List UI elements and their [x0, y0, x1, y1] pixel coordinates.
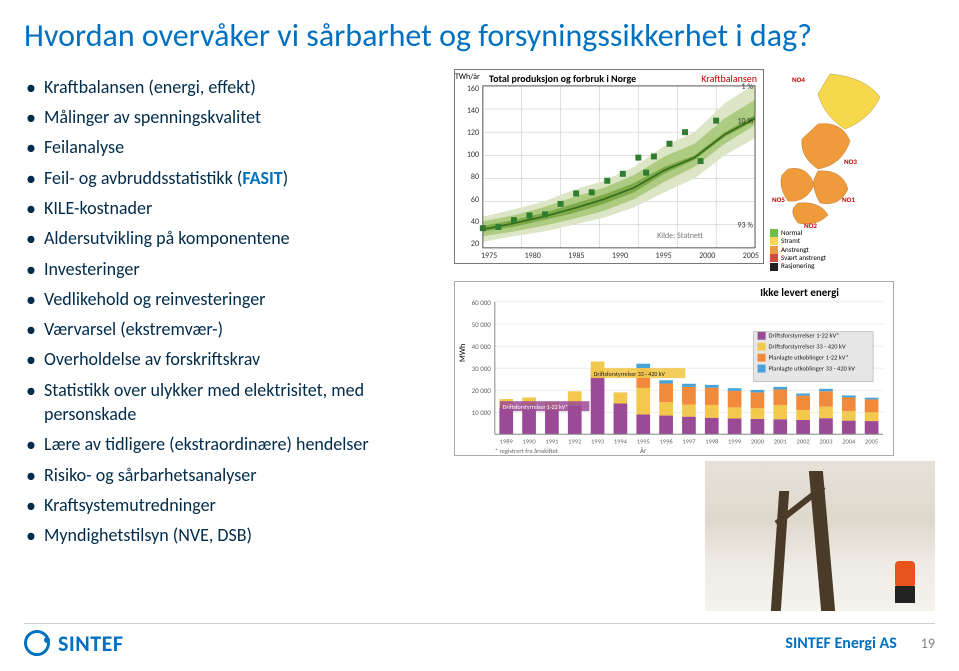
- bullet-item: KILE-kostnader: [24, 196, 454, 220]
- bullet-item: Værvarsel (ekstremvær-): [24, 317, 454, 341]
- svg-text:Driftsforstyrrelser 33 - 420 k: Driftsforstyrrelser 33 - 420 kV: [769, 342, 846, 350]
- svg-text:1997: 1997: [682, 437, 696, 445]
- map-legend: NormalStramtAnstrengtSvært anstrengtRasj…: [770, 229, 894, 271]
- svg-text:Driftsforstyrrelser 33 - 420 k: Driftsforstyrrelser 33 - 420 kV: [594, 370, 666, 378]
- svg-text:Driftsforstyrrelser 1-22 kV*: Driftsforstyrrelser 1-22 kV*: [769, 331, 840, 339]
- map-region-label: NO3: [844, 157, 857, 166]
- norway-map-block: NO4 NO3 NO5 NO1 NO2 NormalStramtAnstrengtSvæ…: [770, 69, 894, 271]
- bullet-item: Myndighetstilsyn (NVE, DSB): [24, 523, 454, 547]
- svg-text:20 000: 20 000: [472, 386, 492, 395]
- svg-text:93 %: 93 %: [738, 220, 754, 230]
- map-region-label: NO5: [772, 195, 785, 204]
- bullet-item: Aldersutvikling på komponentene: [24, 226, 454, 250]
- svg-text:50 000: 50 000: [472, 320, 492, 329]
- bullet-item: Overholdelse av forskriftskrav: [24, 347, 454, 371]
- person-icon: [895, 561, 915, 603]
- svg-text:2000: 2000: [751, 437, 765, 445]
- svg-text:1994: 1994: [614, 437, 628, 445]
- svg-text:10 000: 10 000: [472, 408, 492, 417]
- sintef-logo: SINTEF: [24, 630, 123, 657]
- chart1-svg: 1 % 10 % 93 %: [455, 70, 763, 264]
- svg-text:* registrert fra årsskiftet: * registrert fra årsskiftet: [495, 447, 559, 455]
- svg-text:2005: 2005: [865, 437, 878, 445]
- svg-text:Planlagte utkoblinger 33 - 420: Planlagte utkoblinger 33 - 420 kV: [769, 364, 856, 372]
- svg-text:10 %: 10 %: [738, 116, 754, 126]
- logo-ring-icon: [24, 630, 50, 656]
- bullet-item: Statistikk over ulykker med elektrisitet…: [24, 378, 454, 427]
- svg-text:1999: 1999: [728, 437, 742, 445]
- svg-text:1998: 1998: [705, 437, 719, 445]
- svg-text:1991: 1991: [545, 437, 558, 445]
- bullet-item: Investeringer: [24, 257, 454, 281]
- slide-title: Hvordan overvåker vi sårbarhet og forsyn…: [0, 0, 959, 61]
- ile-chart: Ikke levert energi MWh 10 00020 00030 00…: [454, 281, 894, 456]
- bullet-item: Målinger av spenningskvalitet: [24, 105, 454, 129]
- svg-text:60 000: 60 000: [472, 298, 492, 307]
- map-region-label: NO2: [804, 221, 817, 230]
- svg-text:1995: 1995: [637, 437, 650, 445]
- bullet-list: Kraftbalansen (energi, effekt) Målinger a…: [24, 69, 454, 554]
- svg-text:1989: 1989: [500, 437, 514, 445]
- logo-text: SINTEF: [58, 630, 123, 657]
- map-region-label: NO4: [792, 75, 805, 84]
- map-region-label: NO1: [842, 195, 855, 204]
- svg-text:2001: 2001: [774, 437, 787, 445]
- chart1-source: Kilde: Statnett: [657, 231, 703, 241]
- svg-text:År: År: [640, 446, 647, 455]
- svg-text:40 000: 40 000: [472, 342, 492, 351]
- chart2-svg: 10 000 20 000 30 000 40 000 50 000 60 000 1989…: [455, 282, 893, 456]
- bullet-item: Kraftsystemutredninger: [24, 493, 454, 517]
- bullet-item: Vedlikehold og reinvesteringer: [24, 287, 454, 311]
- svg-text:2003: 2003: [819, 437, 833, 445]
- bullet-item: Lære av tidligere (ekstraordinære) hende…: [24, 432, 454, 456]
- svg-text:1990: 1990: [523, 437, 537, 445]
- footer: SINTEF SINTEF Energi AS 19: [0, 623, 959, 671]
- norway-map: NO4 NO3 NO5 NO1 NO2: [770, 69, 894, 229]
- field-photo: [705, 461, 935, 611]
- svg-text:30 000: 30 000: [472, 364, 492, 373]
- bullet-item: Feilanalyse: [24, 135, 454, 159]
- bullet-item: Risiko- og sårbarhetsanalyser: [24, 463, 454, 487]
- footer-brand: SINTEF Energi AS: [785, 634, 896, 653]
- bullet-item: Feil- og avbruddsstatistikk (FASIT): [24, 166, 454, 190]
- svg-text:1 %: 1 %: [742, 82, 754, 92]
- svg-text:1996: 1996: [660, 437, 674, 445]
- map-svg: [770, 69, 894, 229]
- page-number: 19: [921, 635, 935, 652]
- bullet-item: Kraftbalansen (energi, effekt): [24, 75, 454, 99]
- kraftbalanse-chart: TWh/år Total produksjon og forbruk i Nor…: [454, 69, 764, 264]
- legend-item: Rasjonering: [770, 262, 894, 270]
- svg-text:1993: 1993: [591, 437, 605, 445]
- svg-text:Planlagte utkoblinger 1-22 kV*: Planlagte utkoblinger 1-22 kV*: [769, 353, 849, 361]
- svg-text:2002: 2002: [797, 437, 810, 445]
- svg-text:2004: 2004: [842, 437, 856, 445]
- svg-text:Driftsforstyrrelser 1-22 kV*: Driftsforstyrrelser 1-22 kV*: [503, 403, 568, 411]
- svg-text:1992: 1992: [568, 437, 581, 445]
